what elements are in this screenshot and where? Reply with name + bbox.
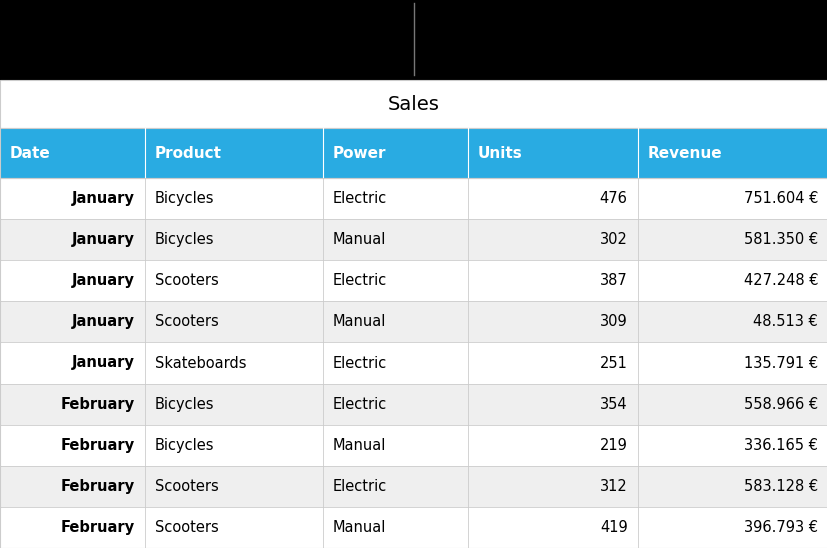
Text: 581.350 €: 581.350 € xyxy=(743,232,817,247)
Text: 427.248 €: 427.248 € xyxy=(743,273,817,288)
Text: Skateboards: Skateboards xyxy=(155,356,246,370)
Text: February: February xyxy=(60,520,135,535)
Text: Bicycles: Bicycles xyxy=(155,232,214,247)
Bar xyxy=(0,384,827,425)
Text: Electric: Electric xyxy=(332,397,387,412)
Text: Product: Product xyxy=(155,146,222,161)
Text: Electric: Electric xyxy=(332,479,387,494)
Text: 751.604 €: 751.604 € xyxy=(743,191,817,206)
Text: Electric: Electric xyxy=(332,356,387,370)
Bar xyxy=(0,425,827,466)
Bar xyxy=(0,128,827,178)
Text: Scooters: Scooters xyxy=(155,479,218,494)
Text: 558.966 €: 558.966 € xyxy=(743,397,817,412)
Text: Units: Units xyxy=(477,146,522,161)
Text: January: January xyxy=(72,356,135,370)
Text: 251: 251 xyxy=(599,356,627,370)
Text: February: February xyxy=(60,438,135,453)
Text: Scooters: Scooters xyxy=(155,273,218,288)
Text: Bicycles: Bicycles xyxy=(155,438,214,453)
Text: 396.793 €: 396.793 € xyxy=(743,520,817,535)
Text: Sales: Sales xyxy=(388,94,439,113)
Text: Revenue: Revenue xyxy=(647,146,721,161)
Bar xyxy=(0,301,827,342)
Text: Manual: Manual xyxy=(332,520,385,535)
Text: Bicycles: Bicycles xyxy=(155,191,214,206)
Text: February: February xyxy=(60,397,135,412)
Text: Electric: Electric xyxy=(332,273,387,288)
Bar xyxy=(0,260,827,301)
Text: 336.165 €: 336.165 € xyxy=(743,438,817,453)
Bar xyxy=(0,80,827,128)
Text: Bicycles: Bicycles xyxy=(155,397,214,412)
Text: February: February xyxy=(60,479,135,494)
Text: Electric: Electric xyxy=(332,191,387,206)
Bar xyxy=(0,507,827,548)
Text: January: January xyxy=(72,315,135,329)
Text: Scooters: Scooters xyxy=(155,315,218,329)
Text: 219: 219 xyxy=(599,438,627,453)
Text: 302: 302 xyxy=(599,232,627,247)
Text: January: January xyxy=(72,273,135,288)
Text: Manual: Manual xyxy=(332,438,385,453)
Text: 583.128 €: 583.128 € xyxy=(743,479,817,494)
Text: Scooters: Scooters xyxy=(155,520,218,535)
Text: 309: 309 xyxy=(599,315,627,329)
Bar xyxy=(0,342,827,384)
Bar xyxy=(0,466,827,507)
Text: 476: 476 xyxy=(599,191,627,206)
Bar xyxy=(0,0,827,80)
Bar xyxy=(0,178,827,219)
Text: Manual: Manual xyxy=(332,232,385,247)
Text: 48.513 €: 48.513 € xyxy=(753,315,817,329)
Text: January: January xyxy=(72,232,135,247)
Text: 135.791 €: 135.791 € xyxy=(743,356,817,370)
Text: Manual: Manual xyxy=(332,315,385,329)
Text: January: January xyxy=(72,191,135,206)
Text: 354: 354 xyxy=(600,397,627,412)
Text: Date: Date xyxy=(10,146,50,161)
Text: Power: Power xyxy=(332,146,386,161)
Text: 312: 312 xyxy=(599,479,627,494)
Text: 419: 419 xyxy=(599,520,627,535)
Text: 387: 387 xyxy=(599,273,627,288)
Bar xyxy=(0,219,827,260)
